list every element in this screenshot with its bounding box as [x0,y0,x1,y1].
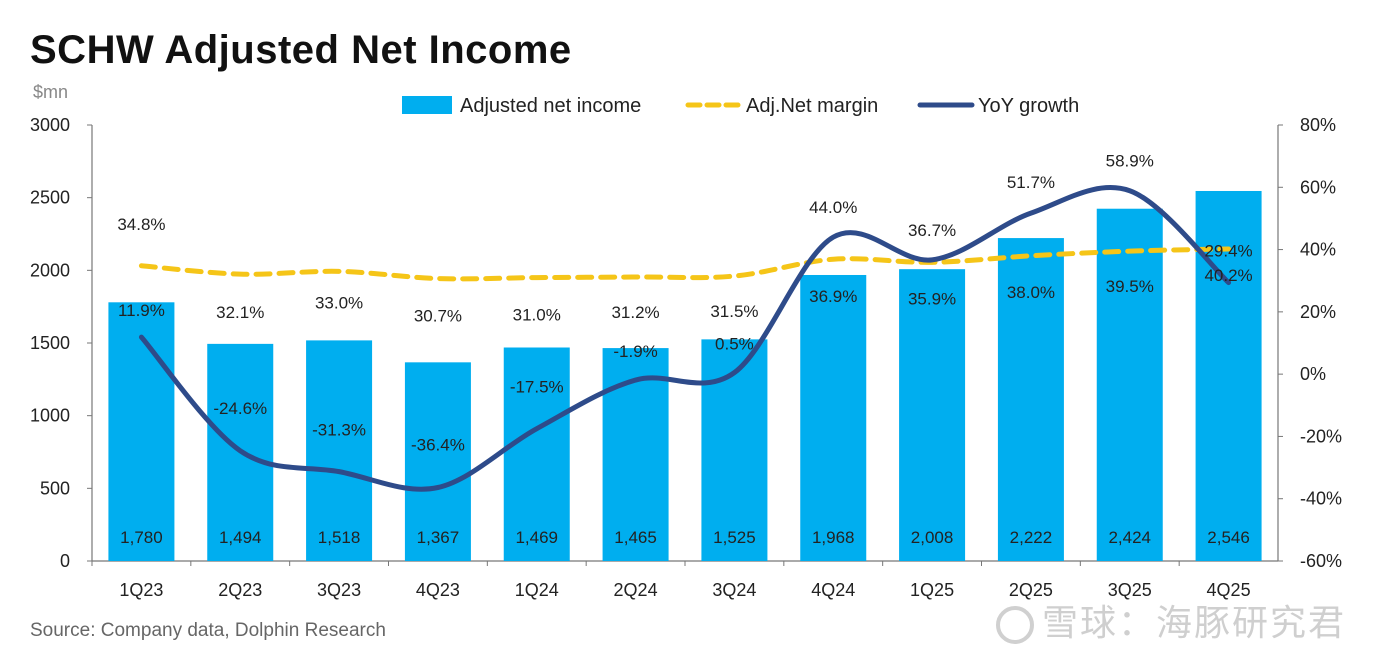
bar [701,339,768,561]
bar [997,238,1064,561]
growth-value-label: -31.3% [312,421,366,440]
growth-value-label: 36.7% [908,221,956,240]
margin-value-label: 33.0% [315,293,363,312]
left-tick-label: 1000 [30,406,70,426]
right-tick-label: 80% [1300,115,1336,135]
growth-value-label: -17.5% [510,378,564,397]
margin-value-label: 35.9% [908,289,956,308]
margin-value-label: 38.0% [1007,283,1055,302]
x-tick-label: 4Q25 [1207,580,1251,600]
bar [602,348,669,561]
growth-value-label: 51.7% [1007,173,1055,192]
left-tick-label: 0 [60,551,70,571]
bar-value-label: 1,469 [515,528,558,547]
bar [1195,190,1262,562]
x-tick-label: 4Q24 [811,580,855,600]
margin-value-label: 34.8% [117,215,165,234]
x-tick-label: 1Q24 [515,580,559,600]
x-tick-label: 3Q23 [317,580,361,600]
right-tick-label: 40% [1300,240,1336,260]
margin-value-label: 31.0% [513,306,561,325]
left-tick-label: 2000 [30,260,70,280]
bar-value-label: 1,494 [219,528,262,547]
growth-value-label: 29.4% [1204,242,1252,261]
growth-value-label: -1.9% [613,342,657,361]
bar-value-label: 1,968 [812,528,855,547]
margin-value-label: 31.2% [611,303,659,322]
growth-value-label: 0.5% [715,335,754,354]
x-tick-label: 3Q25 [1108,580,1152,600]
x-tick-label: 2Q25 [1009,580,1053,600]
growth-value-label: 58.9% [1106,152,1154,171]
bar-value-label: 2,222 [1010,528,1053,547]
legend-bar-label: Adjusted net income [460,95,641,117]
right-tick-label: -20% [1300,426,1342,446]
bar [306,340,373,561]
bar [108,302,175,561]
brand-watermark: 雪球：海豚研究君 [995,594,1346,646]
brand-text: 雪球：海豚研究君 [1041,603,1346,644]
left-axis-unit: $mn [33,82,69,102]
growth-value-label: 11.9% [118,301,165,320]
margin-value-label: 36.9% [809,287,857,306]
bar-value-label: 1,518 [318,528,361,547]
source-note: Source: Company data, Dolphin Research [30,620,386,641]
margin-value-label: 31.5% [710,302,758,321]
margin-value-label: 39.5% [1106,277,1154,296]
margin-value-label: 32.1% [216,303,264,322]
left-tick-label: 500 [40,478,70,498]
right-tick-label: 0% [1300,364,1326,384]
bar [503,347,570,561]
x-tick-label: 2Q24 [614,580,658,600]
right-tick-label: 20% [1300,302,1336,322]
bar [404,362,471,561]
legend-bar-swatch [402,96,452,114]
x-tick-label: 3Q24 [712,580,756,600]
left-tick-label: 2500 [30,188,70,208]
growth-line [138,185,1232,492]
growth-value-label: -24.6% [213,399,267,418]
x-tick-label: 2Q23 [218,580,262,600]
x-tick-label: 4Q23 [416,580,460,600]
brand-logo-icon [995,606,1034,644]
left-tick-label: 3000 [30,115,70,135]
bar [899,269,966,561]
bar-value-label: 2,424 [1108,528,1151,547]
x-tick-label: 1Q25 [910,580,954,600]
right-tick-label: 60% [1300,177,1336,197]
bar-value-label: 1,780 [120,528,163,547]
bar [1096,208,1163,561]
growth-value-label: -36.4% [411,436,465,455]
x-tick-label: 1Q23 [119,580,163,600]
right-tick-label: -60% [1300,551,1342,571]
margin-value-label: 30.7% [414,307,462,326]
right-tick-label: -40% [1300,489,1342,509]
bar-value-label: 2,008 [911,528,954,547]
margin-value-label: 40.2% [1204,266,1252,285]
bar-value-label: 1,465 [614,528,657,547]
legend-growth-label: YoY growth [978,95,1079,117]
bar-value-label: 1,367 [417,528,460,547]
bar-value-label: 1,525 [713,528,756,547]
growth-value-label: 44.0% [809,198,857,217]
left-tick-label: 1500 [30,333,70,353]
bar [800,274,867,561]
chart-title: SCHW Adjusted Net Income [30,28,572,72]
legend-margin-label: Adj.Net margin [746,95,878,117]
margin-line [138,246,1232,282]
bar-value-label: 2,546 [1207,528,1250,547]
